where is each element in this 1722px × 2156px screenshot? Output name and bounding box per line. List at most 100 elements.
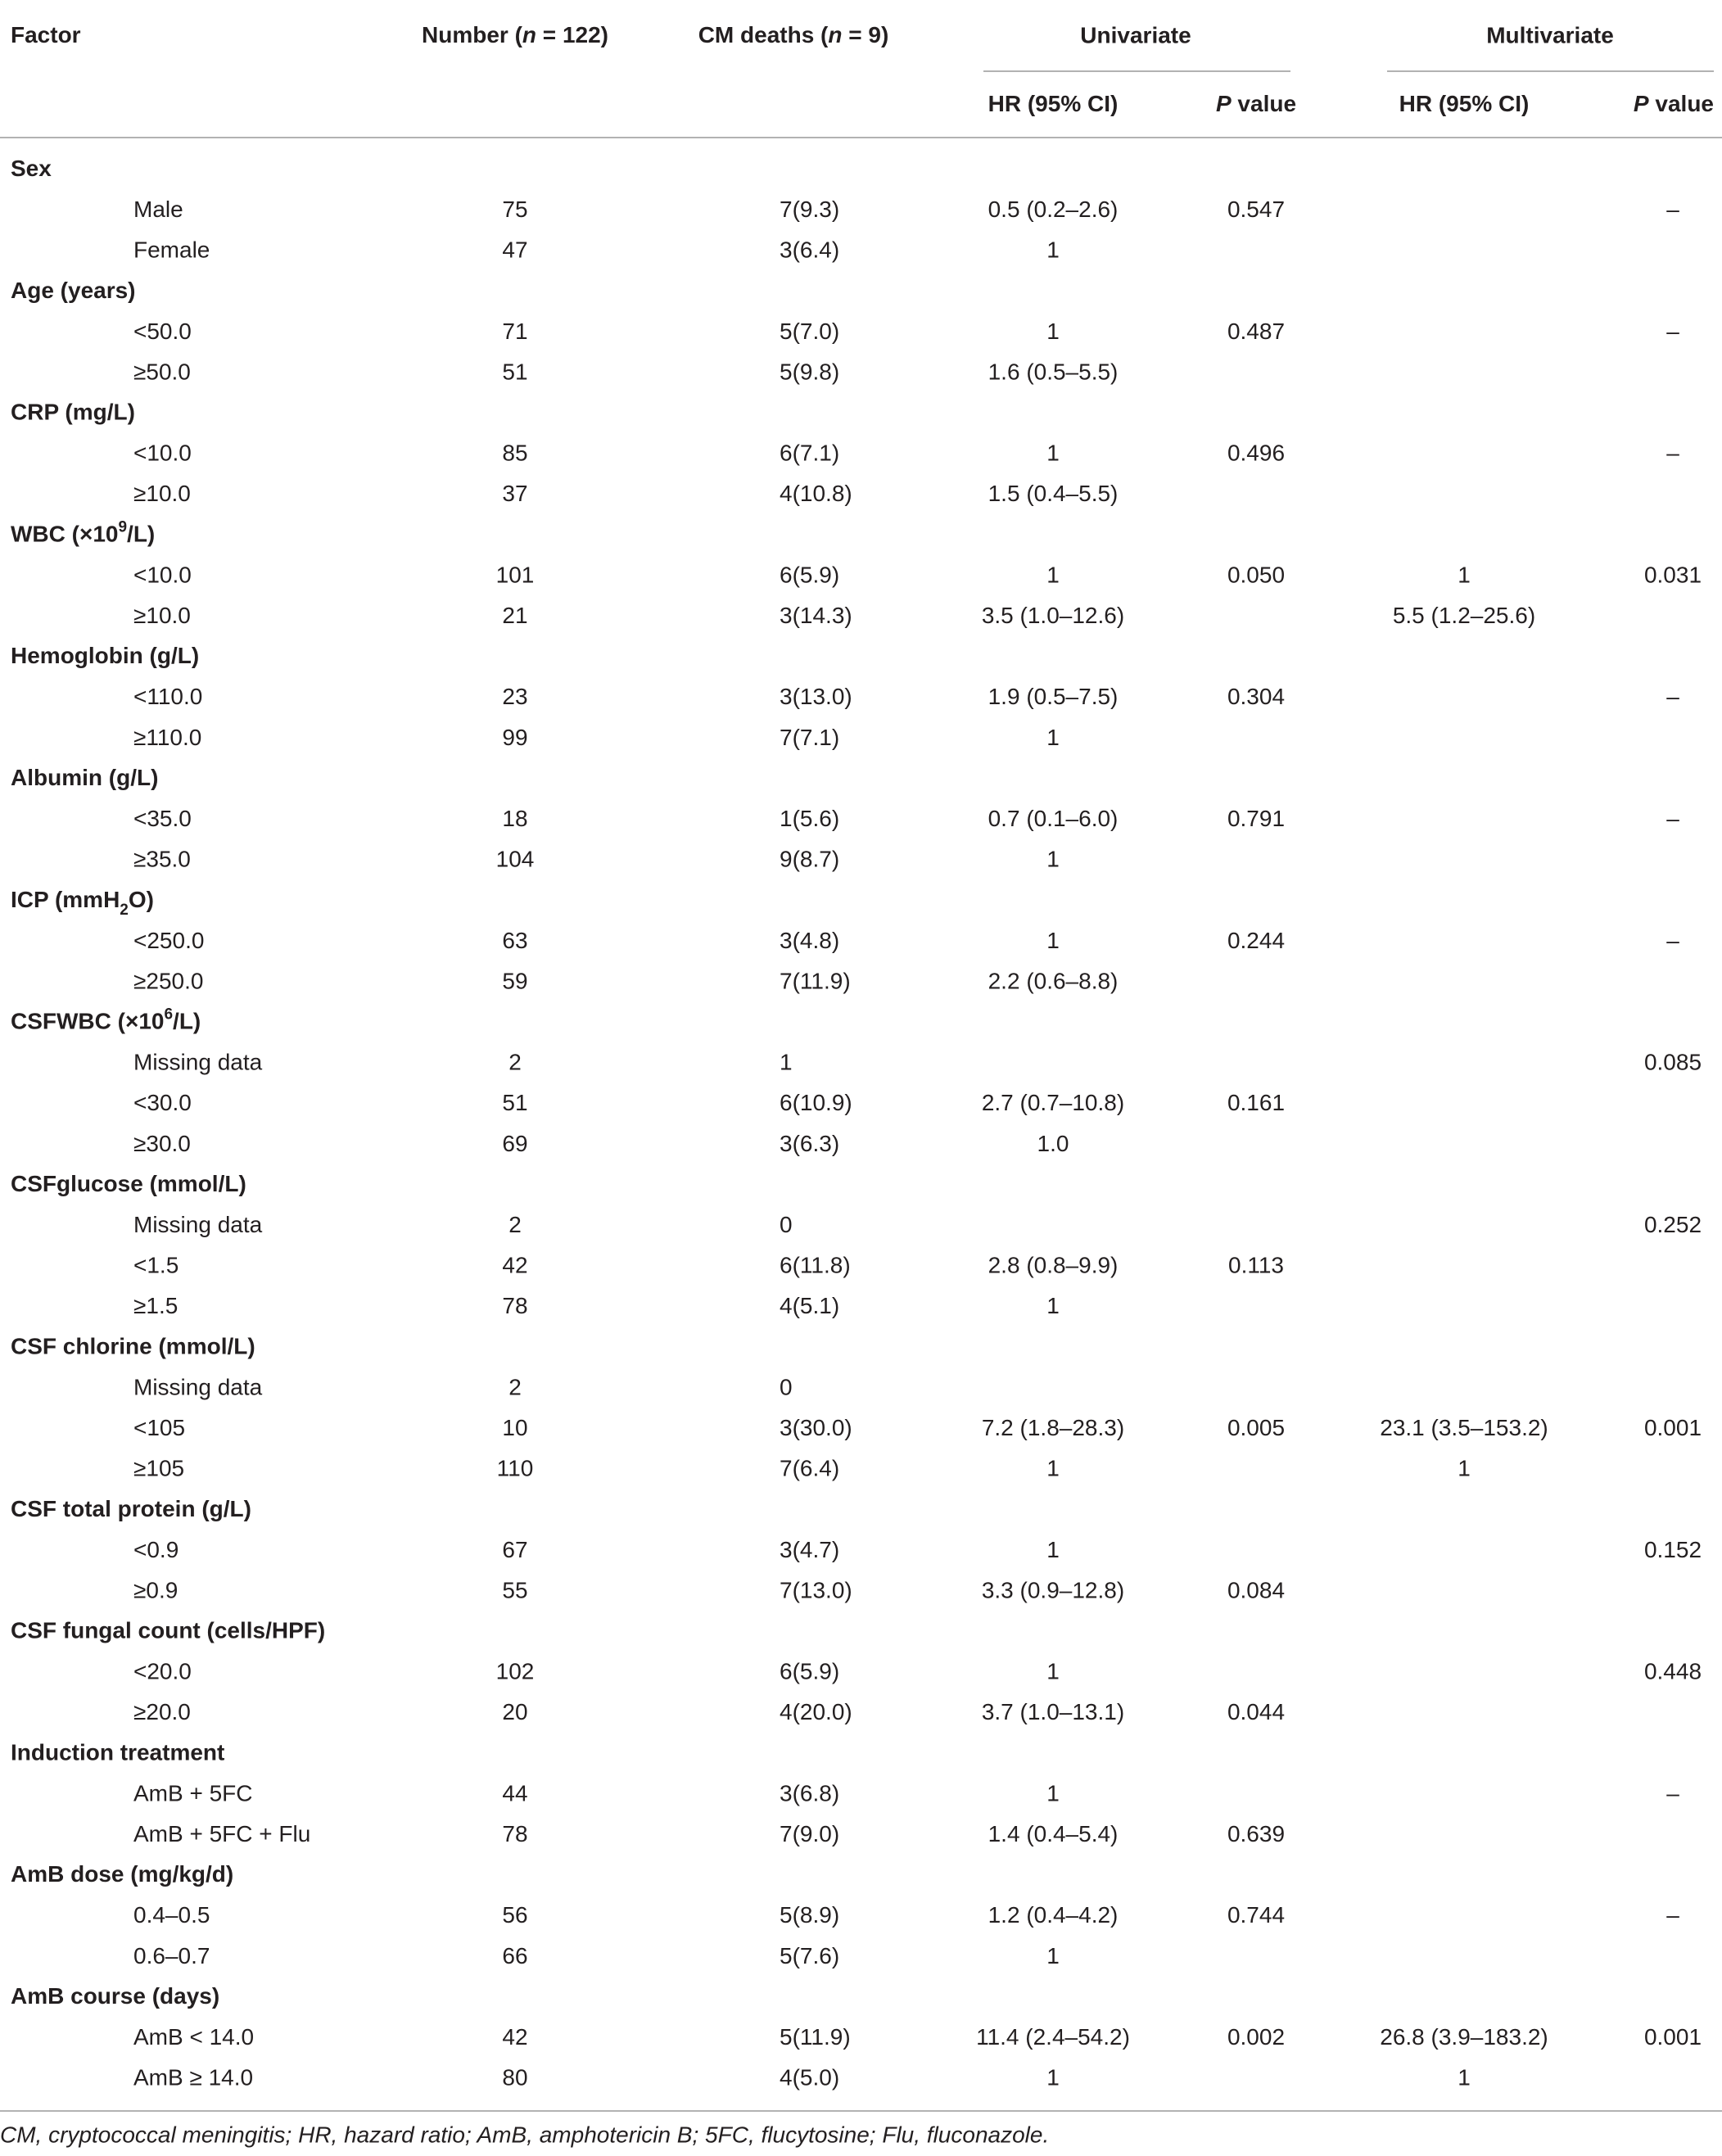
row-label: Missing data xyxy=(133,1050,263,1075)
row-label: ≥1.5 xyxy=(133,1293,178,1318)
cell: – xyxy=(1666,1780,1679,1806)
cell: – xyxy=(1666,197,1679,222)
cell: 7.2 (1.8–28.3) xyxy=(982,1415,1124,1440)
cell: 110 xyxy=(497,1456,534,1481)
cell: – xyxy=(1666,441,1679,466)
text-run: O) xyxy=(129,887,154,912)
cell: – xyxy=(1666,1902,1679,1928)
cell: 1 xyxy=(1046,1659,1060,1684)
cell: 0.001 xyxy=(1644,2024,1702,2050)
cell: 0.304 xyxy=(1227,684,1285,709)
cell: 2 xyxy=(508,1050,522,1075)
cell: 7(6.4) xyxy=(780,1456,839,1481)
group-label: CSF total protein (g/L) xyxy=(11,1496,251,1521)
cell: 11.4 (2.4–54.2) xyxy=(976,2024,1130,2050)
cell: 0.002 xyxy=(1227,2024,1285,2050)
cell: 6(5.9) xyxy=(780,1659,839,1684)
text-run: /L) xyxy=(127,522,155,547)
cell: 85 xyxy=(502,441,527,466)
cell: 66 xyxy=(502,1943,527,1968)
row-label: Missing data xyxy=(133,1374,263,1399)
row-label: Female xyxy=(133,237,210,263)
column-header: CM deaths (n = 9) xyxy=(698,22,889,47)
text-run: CRP (mg/L) xyxy=(11,400,135,425)
group-label: AmB course (days) xyxy=(11,1983,219,2009)
group-label: Age (years) xyxy=(11,278,136,303)
text-run: Age (years) xyxy=(11,278,136,303)
cell: 1 xyxy=(1046,1293,1060,1318)
cell: 1.6 (0.5–5.5) xyxy=(988,359,1119,384)
cell: 5(9.8) xyxy=(780,359,839,384)
footnote: CM, cryptococcal meningitis; HR, hazard … xyxy=(0,2122,1049,2147)
cell: 3(4.7) xyxy=(780,1537,839,1562)
row-label: Male xyxy=(133,197,183,222)
text-run: CSF fungal count (cells/HPF) xyxy=(11,1618,325,1643)
text-run: P xyxy=(1634,91,1649,116)
text-run: = 122) xyxy=(536,22,608,47)
cell: 4(20.0) xyxy=(780,1699,852,1724)
cell: 0.001 xyxy=(1644,1415,1702,1440)
cell: 71 xyxy=(502,319,527,344)
cell: 0.152 xyxy=(1644,1537,1702,1562)
text-run: Induction treatment xyxy=(11,1740,224,1765)
cell: 44 xyxy=(502,1780,527,1806)
cell: 0.744 xyxy=(1227,1902,1285,1928)
cell: 6(11.8) xyxy=(780,1253,851,1278)
cell: 1 xyxy=(1046,725,1060,750)
cell: 23.1 (3.5–153.2) xyxy=(1380,1415,1548,1440)
cell: – xyxy=(1666,806,1679,831)
group-label: CRP (mg/L) xyxy=(11,400,135,425)
cell: 3(14.3) xyxy=(780,603,852,628)
cell: 2.8 (0.8–9.9) xyxy=(988,1253,1119,1278)
text-run: Albumin (g/L) xyxy=(11,765,158,790)
cell: 80 xyxy=(502,2065,527,2090)
cell: 5(7.6) xyxy=(780,1943,839,1968)
cell: 0.496 xyxy=(1227,441,1285,466)
cell: 75 xyxy=(502,197,527,222)
cell: 5(11.9) xyxy=(780,2024,851,2050)
cell: 3(6.3) xyxy=(780,1131,839,1156)
row-label: <50.0 xyxy=(133,319,192,344)
sub-header: HR (95% CI) xyxy=(1399,91,1530,116)
cell: 42 xyxy=(502,1253,527,1278)
row-label: ≥20.0 xyxy=(133,1699,191,1724)
row-label: ≥250.0 xyxy=(133,968,203,993)
text-run: CSFglucose (mmol/L) xyxy=(11,1171,246,1196)
cell: 3.7 (1.0–13.1) xyxy=(982,1699,1124,1724)
cell: 55 xyxy=(502,1577,527,1602)
cell: 1 xyxy=(1046,441,1060,466)
text-run: n xyxy=(522,22,536,47)
cell: 0.044 xyxy=(1227,1699,1285,1724)
span-header: Multivariate xyxy=(1486,22,1614,47)
row-label: ≥50.0 xyxy=(133,359,191,384)
cell: 5(8.9) xyxy=(780,1902,839,1928)
cell: 0.084 xyxy=(1227,1577,1285,1602)
row-label: <0.9 xyxy=(133,1537,179,1562)
cell: 6(5.9) xyxy=(780,562,839,587)
cell: 1 xyxy=(1046,1780,1060,1806)
cell: 63 xyxy=(502,928,527,953)
cell: 9(8.7) xyxy=(780,847,839,872)
text-run: P xyxy=(1216,91,1232,116)
cell: 1 xyxy=(1046,237,1060,263)
text-run: CSF chlorine (mmol/L) xyxy=(11,1334,255,1359)
cell: 1 xyxy=(1458,2065,1471,2090)
cell: 78 xyxy=(502,1293,527,1318)
text-run: value xyxy=(1649,91,1714,116)
cell: 1.5 (0.4–5.5) xyxy=(988,481,1119,506)
text-run: 9 xyxy=(118,518,127,536)
cell: 1 xyxy=(1046,928,1060,953)
group-label: CSFWBC (×106/L) xyxy=(11,1006,201,1034)
row-label: AmB ≥ 14.0 xyxy=(133,2065,253,2090)
text-run: = 9) xyxy=(842,22,888,47)
text-run: 2 xyxy=(120,901,129,918)
cell: 7(13.0) xyxy=(780,1577,852,1602)
sub-header: HR (95% CI) xyxy=(988,91,1119,116)
row-label: <35.0 xyxy=(133,806,192,831)
group-label: Albumin (g/L) xyxy=(11,765,158,790)
cell: 42 xyxy=(502,2024,527,2050)
cell: – xyxy=(1666,319,1679,344)
text-run: ICP (mmH xyxy=(11,887,120,912)
cell: 0.085 xyxy=(1644,1050,1702,1075)
